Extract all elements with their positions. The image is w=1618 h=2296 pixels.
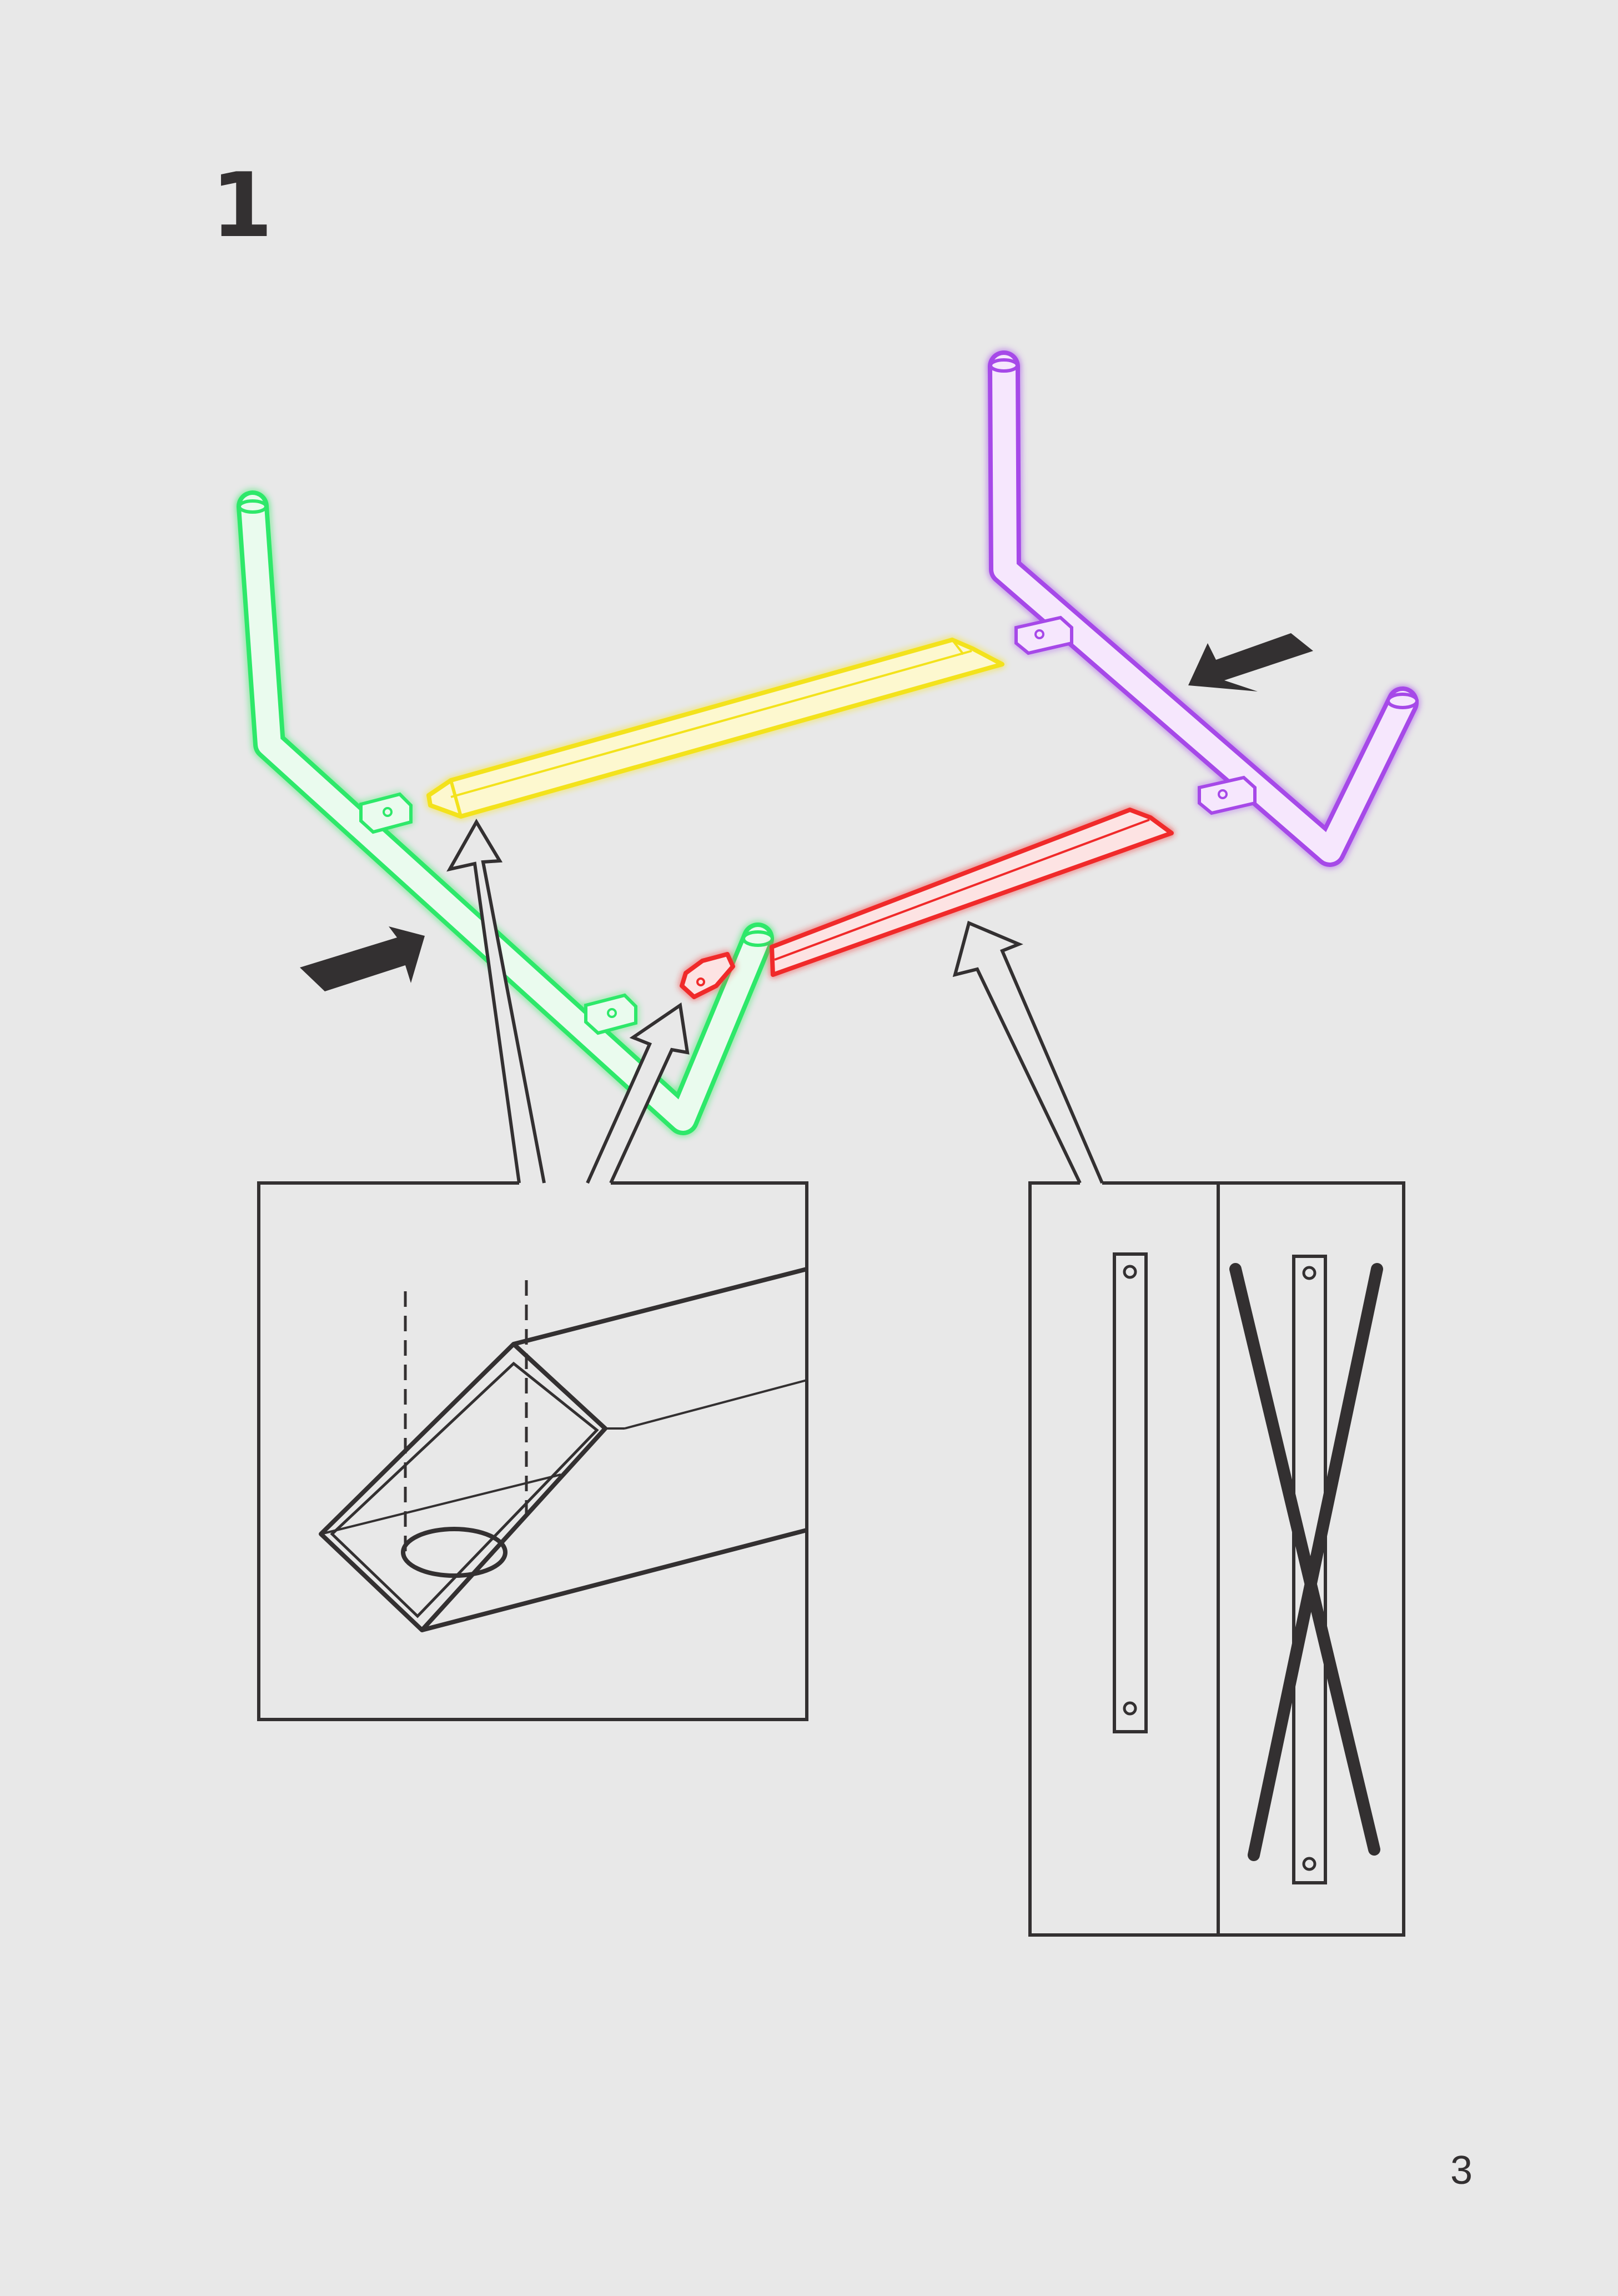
outline-arrow-icon	[952, 920, 1104, 1184]
page-number: 3	[1450, 2148, 1473, 2193]
detail-callout-left	[257, 1181, 808, 1721]
step-number: 1	[211, 153, 273, 257]
green-leg-frame	[237, 490, 774, 1135]
incorrect-orientation	[1229, 1255, 1383, 1884]
red-rail	[680, 808, 1174, 999]
yellow-rail	[426, 638, 1004, 819]
push-arrow-icon	[300, 926, 425, 991]
detail-callout-right	[1028, 1181, 1405, 1937]
push-arrow-icon	[1188, 633, 1313, 691]
purple-leg-frame	[988, 350, 1419, 867]
outline-arrow-icon	[446, 819, 690, 1184]
correct-orientation	[1113, 1252, 1148, 1733]
